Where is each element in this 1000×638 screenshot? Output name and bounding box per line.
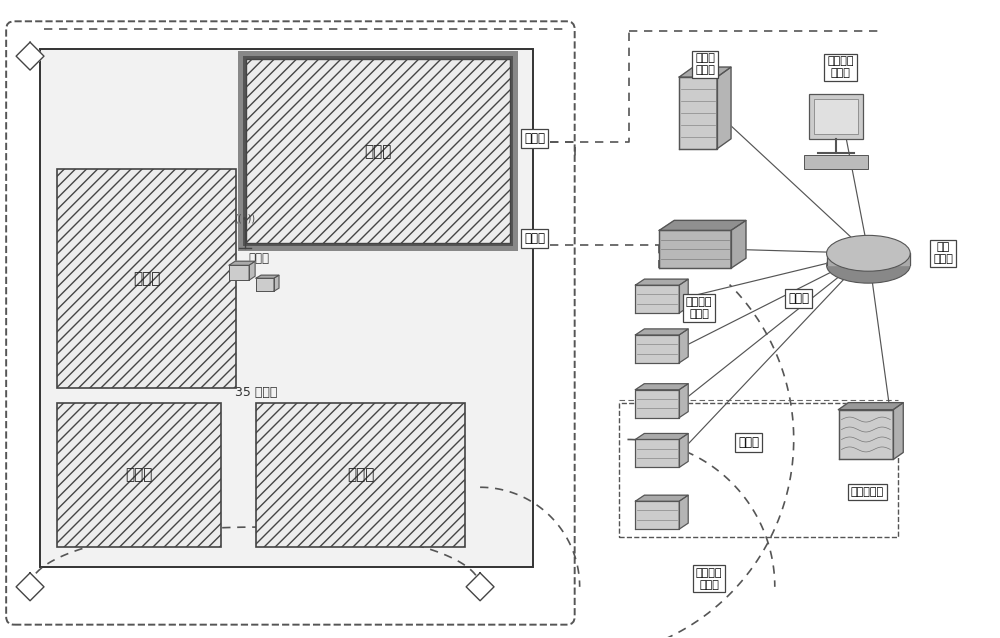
Polygon shape xyxy=(679,279,688,313)
Polygon shape xyxy=(679,383,688,417)
Polygon shape xyxy=(229,261,255,265)
Text: 图像识别
处理器: 图像识别 处理器 xyxy=(696,568,722,590)
Polygon shape xyxy=(659,221,746,230)
Text: 网络
交换机: 网络 交换机 xyxy=(933,242,953,264)
Text: 办公室: 办公室 xyxy=(249,252,270,265)
Bar xyxy=(619,403,898,537)
Text: 视频服务器: 视频服务器 xyxy=(851,487,884,497)
Polygon shape xyxy=(635,433,688,440)
Text: 通信线: 通信线 xyxy=(524,232,545,245)
Bar xyxy=(256,278,274,291)
Polygon shape xyxy=(274,275,279,291)
Text: 视频线: 视频线 xyxy=(524,132,545,145)
Text: 监视管理
工作站: 监视管理 工作站 xyxy=(827,56,854,78)
Polygon shape xyxy=(827,253,910,265)
Bar xyxy=(238,51,518,251)
Bar xyxy=(57,168,236,388)
Bar xyxy=(635,285,679,313)
Bar xyxy=(809,94,863,139)
Bar xyxy=(229,265,249,280)
Bar xyxy=(57,403,221,547)
Bar xyxy=(804,155,868,168)
Bar xyxy=(814,99,858,134)
Bar xyxy=(635,335,679,363)
Bar xyxy=(635,390,679,417)
Polygon shape xyxy=(635,383,688,390)
Polygon shape xyxy=(16,42,44,70)
Polygon shape xyxy=(679,67,731,77)
Text: 设备区: 设备区 xyxy=(125,467,153,482)
Text: ((•)): ((•)) xyxy=(235,214,256,223)
Bar xyxy=(679,77,717,149)
Text: 设备区: 设备区 xyxy=(347,467,374,482)
Text: 35 平方米: 35 平方米 xyxy=(235,386,277,399)
Polygon shape xyxy=(679,495,688,529)
Polygon shape xyxy=(717,67,731,149)
Text: 设备区: 设备区 xyxy=(364,144,392,159)
Polygon shape xyxy=(16,573,44,601)
Text: 数据库
服务器: 数据库 服务器 xyxy=(695,54,715,75)
Polygon shape xyxy=(839,403,903,410)
Ellipse shape xyxy=(827,235,910,271)
Polygon shape xyxy=(679,433,688,468)
Polygon shape xyxy=(635,279,688,285)
Polygon shape xyxy=(893,403,903,459)
Polygon shape xyxy=(466,573,494,601)
Polygon shape xyxy=(249,261,255,280)
Polygon shape xyxy=(679,329,688,363)
Bar xyxy=(256,403,465,547)
Polygon shape xyxy=(731,221,746,268)
Text: 网络线: 网络线 xyxy=(788,292,809,304)
Text: 位置引擎
服务器: 位置引擎 服务器 xyxy=(686,297,712,319)
Bar xyxy=(246,59,510,243)
Polygon shape xyxy=(256,275,279,278)
Bar xyxy=(839,410,893,459)
Text: 视频线: 视频线 xyxy=(738,436,759,449)
Bar xyxy=(659,230,731,268)
Text: 设备区: 设备区 xyxy=(133,271,160,286)
Polygon shape xyxy=(635,495,688,501)
Bar xyxy=(635,440,679,468)
Ellipse shape xyxy=(827,248,910,283)
Bar xyxy=(40,49,533,567)
Bar xyxy=(635,501,679,529)
Bar xyxy=(243,56,513,246)
Polygon shape xyxy=(635,329,688,335)
